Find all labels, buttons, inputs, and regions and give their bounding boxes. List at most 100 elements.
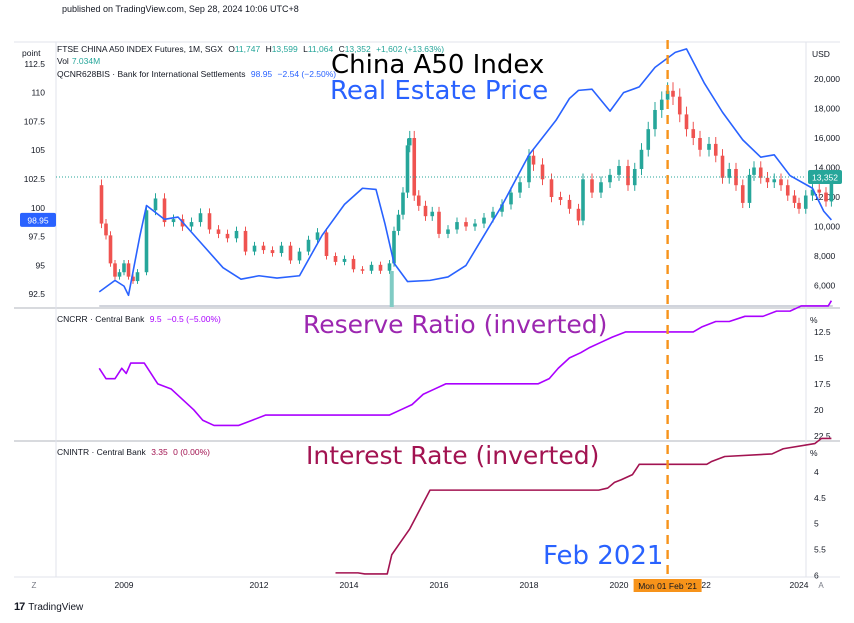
tick-x-2009: 2009 [115,580,134,590]
candle-body [608,174,612,183]
candle-body [576,208,581,221]
tick-right-14,000: 14,000 [814,163,840,173]
candle-body [324,232,329,256]
annotation-a50: China A50 Index [331,50,545,80]
cursor-time-label: Mon 01 Feb '21 [638,581,697,591]
candle-body [824,192,828,202]
candle-body [540,164,545,180]
candle-body [131,276,135,282]
candle-body [779,179,783,186]
tradingview-logo[interactable]: 17 TradingView [14,601,83,613]
cursor-time-badge [633,579,702,592]
candle-body [153,198,158,211]
candle-body [617,166,621,175]
candle-body [216,229,221,234]
tick-interest-6: 6 [814,570,819,580]
candle-body [122,263,126,273]
tick-reserve-22.5: 22.5 [814,431,831,441]
candle-body [416,195,421,206]
ohlc-open: 11,747 [234,44,261,54]
candle-body [590,179,594,193]
unit-left-point: point [22,48,41,58]
candle-body [473,223,477,227]
tick-x-2020: 2020 [610,580,629,590]
annotation-interest: Interest Rate (inverted) [306,441,600,470]
ohlc-low: 11,064 [307,44,334,54]
candle-body [234,230,239,239]
reserve-legend: CNCRR · Central Bank 9.5 −0.5 (−5.00%) [57,314,224,324]
qcnr-name[interactable]: QCNR628BIS · Bank for International Sett… [57,69,246,79]
qcnr-value-badge-label: 98.95 [27,215,49,225]
candle-body [306,239,311,252]
tick-x-2012: 2012 [250,580,269,590]
tick-left-105: 105 [31,145,45,155]
candle-body [351,258,356,270]
candle-body [144,210,149,273]
reserve-value: 9.5 [149,314,162,324]
tick-left-92.5: 92.5 [28,289,45,299]
candle-body [455,222,459,230]
corner-a-button: A [818,581,824,590]
tick-right-18,000: 18,000 [814,104,840,114]
volume-spike [389,271,394,307]
candle-body [509,192,513,205]
candle-body [549,179,554,197]
unit-interest-pct: % [810,448,818,458]
candle-body [527,155,531,183]
tick-right-10,000: 10,000 [814,222,840,232]
candle-body [360,269,365,271]
candle-body [698,138,702,150]
candle-body [446,229,450,234]
candle-body [765,177,770,183]
reserve-ratio-line [98,300,833,427]
candle-body [797,202,801,209]
interest-name[interactable]: CNINTR · Central Bank [57,447,146,457]
candle-body [684,114,689,130]
candle-body [437,211,441,234]
candle-body [653,109,657,130]
vol-value: 7.034M [71,56,101,66]
candle-body [252,245,257,252]
candle-body [401,192,405,215]
tick-x-2024: 2024 [790,580,809,590]
reserve-name[interactable]: CNCRR · Central Bank [57,314,145,324]
candle-body [810,189,815,196]
tick-x-2018: 2018 [520,580,539,590]
candle-body [740,185,745,203]
corner-z-button: Z [32,581,37,590]
symbol-name[interactable]: FTSE CHINA A50 INDEX Futures, 1M, SGX [57,44,223,54]
candle-body [785,185,790,196]
tick-reserve-20: 20 [814,405,824,415]
tick-reserve-15: 15 [814,353,824,363]
candle-body [288,245,293,261]
reserve-change: −0.5 (−5.00%) [166,314,221,324]
candle-body [829,177,834,202]
candle-body [387,263,392,271]
candle-body [626,166,630,186]
candle-body [720,155,725,178]
candle-body [632,168,637,186]
candle-body [430,211,435,217]
tick-left-107.5: 107.5 [24,116,46,126]
candle-body [581,179,585,221]
candle-body [423,205,428,217]
candle-body [198,213,203,223]
candle-body [567,199,572,209]
candle-body [758,167,763,178]
tradingview-logo-icon: 17 [14,601,25,613]
annotation-realestate: Real Estate Price [330,76,549,106]
candle-body [752,167,756,175]
candle-body [817,189,822,193]
candle-body [671,90,675,97]
tick-right-20,000: 20,000 [814,74,840,84]
tick-left-110: 110 [31,88,45,98]
annotation-feb-2021: Feb 2021 [543,541,664,571]
unit-right-usd: USD [812,49,830,59]
candle-body [713,143,718,156]
tick-left-102.5: 102.5 [24,174,46,184]
candle-body [803,195,808,209]
candle-body [599,182,603,193]
candle-body [531,155,536,165]
main-legend-qcnr: QCNR628BIS · Bank for International Sett… [57,69,339,79]
